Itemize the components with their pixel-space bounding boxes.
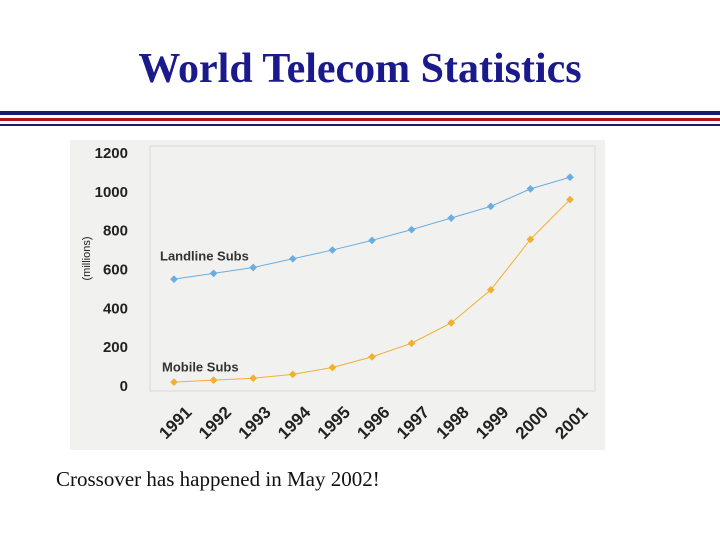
- y-tick-label: 1200: [95, 145, 128, 162]
- landline-data-point: [486, 202, 495, 211]
- y-axis-label: (millions): [81, 237, 93, 281]
- title-rule-red: [0, 118, 720, 121]
- y-tick-label: 400: [103, 300, 128, 317]
- x-tick-label: 1997: [393, 403, 433, 443]
- y-tick-label: 200: [103, 339, 128, 356]
- plot-frame: [149, 145, 596, 392]
- landline-data-point: [566, 173, 574, 182]
- x-tick-label: 1998: [433, 403, 473, 443]
- landline-data-point: [368, 236, 376, 245]
- x-tick-label: 2000: [512, 403, 552, 443]
- y-tick-label: 800: [103, 223, 128, 240]
- x-tick-label: 1994: [274, 402, 315, 443]
- x-tick-label: 1999: [472, 403, 512, 443]
- title-rule-navy-bottom: [0, 124, 720, 126]
- slide-title: World Telecom Statistics: [138, 46, 582, 92]
- title-rule-navy-top: [0, 111, 720, 115]
- landline-data-point: [288, 254, 297, 263]
- chart-panel: 0 200 400 600 800 1000 1200 (millions) 1991 1992 1…: [70, 140, 605, 450]
- y-tick-label: 600: [103, 262, 128, 279]
- mobile-data-point: [170, 378, 178, 387]
- x-tick-label: 1993: [235, 403, 275, 443]
- landline-series-label: Landline Subs: [160, 249, 249, 264]
- x-tick-label: 1991: [155, 403, 195, 443]
- mobile-data-point: [407, 339, 416, 348]
- mobile-data-point: [486, 285, 495, 294]
- landline-data-point: [407, 225, 416, 234]
- landline-data-point: [249, 263, 258, 272]
- landline-data-point: [209, 269, 218, 278]
- mobile-data-point: [526, 235, 535, 244]
- landline-data-point: [447, 214, 456, 222]
- mobile-data-point: [209, 376, 218, 385]
- mobile-data-point: [288, 370, 297, 379]
- landline-data-point: [170, 275, 178, 284]
- y-tick-label: 1000: [95, 184, 128, 201]
- mobile-series-label: Mobile Subs: [162, 359, 239, 374]
- slide-caption: Crossover has happened in May 2002!: [56, 467, 380, 491]
- mobile-data-point: [328, 363, 337, 372]
- x-tick-label: 1992: [195, 403, 235, 443]
- mobile-data-point: [249, 374, 258, 383]
- mobile-data-point: [447, 318, 456, 327]
- x-tick-label: 1996: [353, 403, 393, 443]
- y-tick-label: 0: [120, 378, 128, 395]
- landline-data-point: [526, 184, 535, 193]
- x-tick-label: 2001: [551, 403, 591, 443]
- landline-data-point: [328, 246, 337, 255]
- x-tick-label: 1995: [314, 403, 354, 443]
- mobile-data-point: [566, 195, 574, 204]
- mobile-data-point: [368, 352, 376, 361]
